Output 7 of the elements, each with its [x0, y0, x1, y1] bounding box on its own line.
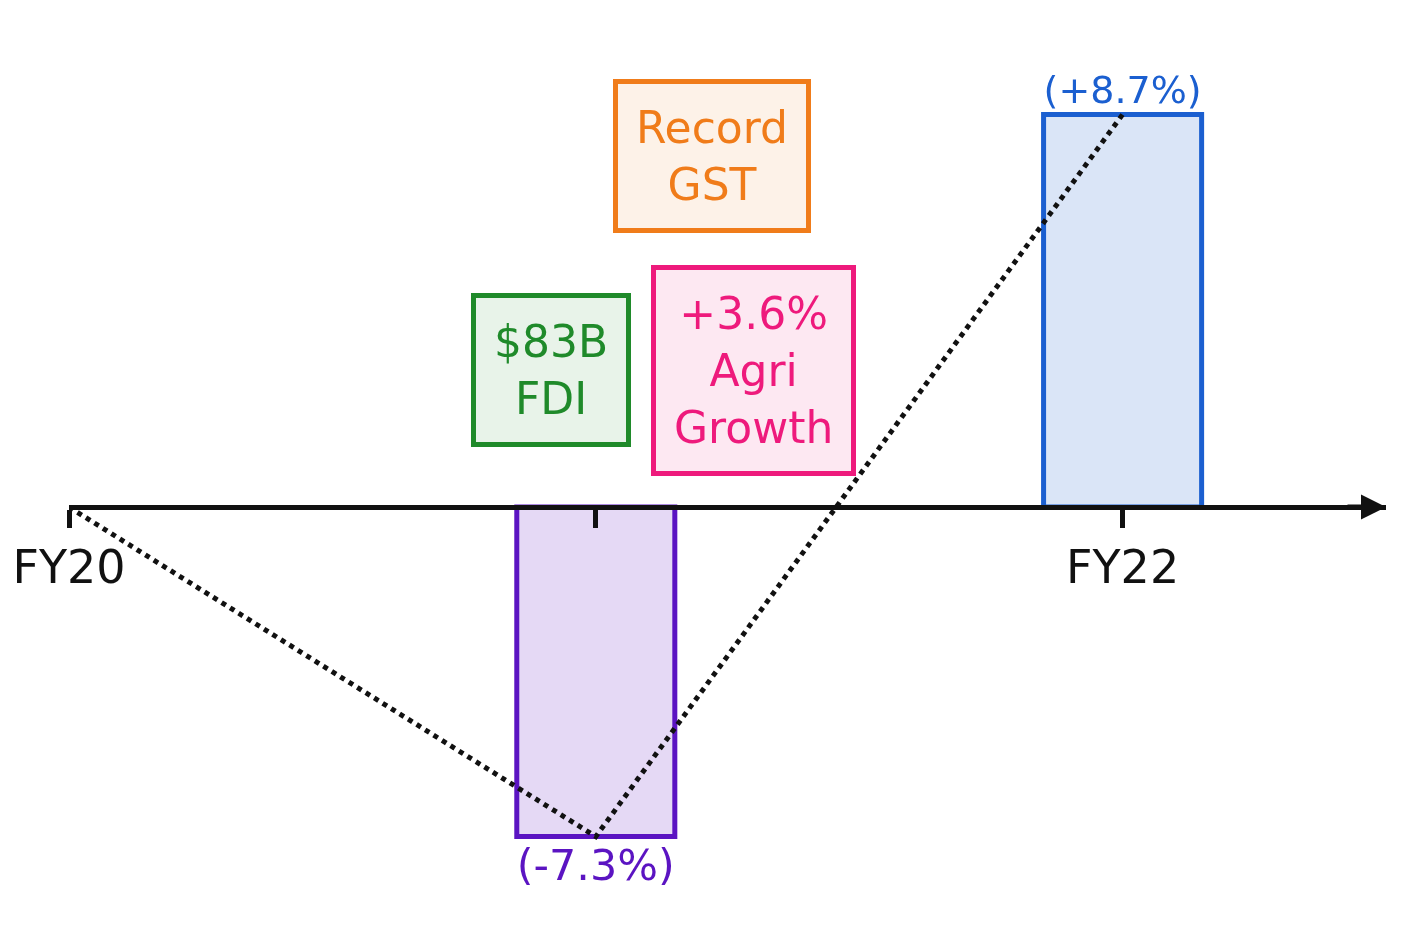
- data-label: (+8.7%): [1043, 67, 1202, 112]
- annotation: +3.6% Agri Growth: [674, 288, 834, 454]
- annotation: $83B FDI: [494, 316, 609, 425]
- annotation: Record GST: [636, 102, 789, 211]
- x-tick-label: FY22: [1066, 540, 1180, 595]
- x-tick-label: FY20: [12, 540, 126, 595]
- data-label: (-7.3%): [516, 839, 675, 890]
